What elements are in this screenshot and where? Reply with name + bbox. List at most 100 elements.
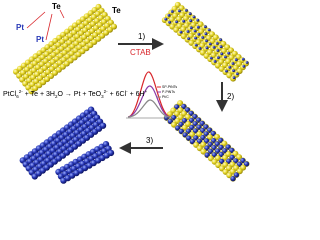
pt-dot [179, 30, 183, 34]
equation-part: + [145, 89, 148, 94]
te-sphere [111, 23, 117, 30]
legend-label: SP-PtNTs [162, 85, 177, 89]
ctab-label: CTAB [130, 48, 151, 57]
pt-dot [168, 20, 172, 24]
pt-dot [234, 58, 238, 62]
pt-dot [205, 46, 209, 50]
pt-sphere [178, 121, 184, 127]
pt-sphere [219, 158, 225, 164]
pt-sphere [188, 117, 195, 123]
pt-sphere [107, 149, 115, 157]
pt-sphere [207, 127, 213, 133]
pt-sphere [218, 137, 224, 143]
pt-sphere [233, 158, 239, 164]
pt-dot [225, 69, 228, 73]
pt-sphere [196, 124, 202, 130]
equation-part: → Pt + TeO [63, 91, 102, 98]
pt-dot [167, 13, 171, 17]
page: 1) CTAB 2) 3) Te Te Pt Pt SP-PtNTs P-PtN… [3, 1, 250, 184]
pt-dot [232, 76, 236, 79]
pt-sphere [192, 114, 198, 120]
pt-dot [220, 52, 224, 56]
pt-dot [164, 17, 168, 21]
pt-sphere [211, 145, 217, 151]
legend-label: Pt/C [162, 95, 169, 99]
pt-sphere [211, 152, 217, 158]
pt-sphere [181, 103, 187, 110]
pt-sphere [167, 118, 173, 124]
pt-sphere [189, 124, 195, 130]
pt-sphere [184, 107, 191, 113]
equation-part: O [57, 91, 63, 98]
pt-sphere [171, 115, 177, 121]
pt-sphere [181, 118, 187, 124]
pt-sphere [229, 147, 235, 153]
pt-dot [236, 72, 239, 76]
equation-part: + 6Cl [108, 91, 127, 98]
pt-dot [227, 51, 231, 55]
pt-sphere [189, 138, 195, 145]
equation-part: 2- [104, 89, 109, 94]
pt-sphere [192, 128, 199, 134]
te-sphere [230, 75, 237, 82]
pt-sphere [236, 161, 243, 167]
pt-label: Pt [36, 35, 44, 44]
pt-dot [186, 30, 190, 33]
pt-sphere [208, 148, 214, 154]
pt-sphere [199, 120, 205, 126]
pt-dot [228, 65, 232, 69]
step-label: 2) [227, 92, 234, 101]
pt-dot [232, 69, 236, 72]
pt-dot [170, 10, 174, 13]
pt-sphere [207, 141, 213, 147]
pt-dot [189, 19, 193, 23]
legend-label: P-PtNTs [162, 90, 175, 94]
pt-dot [231, 62, 235, 65]
equation: PtCl62- + Te + 3H2O → Pt + TeO32- + 6Cl-… [3, 89, 148, 99]
pt-label: Pt [16, 23, 24, 32]
pt-sphere [204, 152, 210, 158]
pt-dot [185, 9, 188, 12]
equation-part: - [126, 89, 128, 94]
pt-sphere [211, 138, 217, 144]
pt-sphere [222, 148, 228, 154]
diagram: 1) CTAB 2) 3) Te Te Pt Pt SP-PtNTs P-PtN… [3, 1, 250, 184]
pt-dot [241, 57, 245, 61]
pt-sphere [230, 176, 236, 182]
pt-sphere [174, 104, 180, 110]
pt-sphere [175, 125, 181, 131]
pt-dot [194, 36, 198, 40]
mini-plot [126, 71, 172, 119]
pt-dot [242, 64, 246, 68]
pt-dot [217, 56, 220, 59]
pt-sphere [192, 121, 198, 127]
pt-dot [196, 25, 200, 29]
pt-dot [192, 15, 196, 19]
equation-part: 2- [19, 89, 24, 94]
pt-dot [204, 25, 207, 29]
pt-dot [182, 19, 186, 23]
pt-sphere [240, 157, 246, 164]
structures [13, 1, 250, 184]
pt-sphere [193, 135, 199, 141]
pt-sphere [99, 122, 107, 129]
pt-dot [194, 43, 198, 47]
pt-sphere [200, 134, 206, 141]
pt-dot [198, 47, 202, 50]
pt-sphere [196, 138, 203, 144]
pt-dot [196, 18, 200, 22]
pt-sphere [200, 127, 206, 134]
pt-sphere [203, 131, 209, 137]
pt-dot [219, 45, 223, 49]
pt-dot [219, 38, 223, 42]
te-label: Te [52, 2, 61, 11]
pt-dot [178, 9, 181, 13]
pt-sphere [226, 158, 232, 164]
pt-sphere [214, 141, 220, 147]
step-label: 3) [146, 136, 153, 145]
pt-dot [224, 55, 227, 59]
pt-dot [193, 29, 197, 33]
pt-sphere [186, 135, 192, 141]
pt-sphere [210, 130, 216, 137]
pt-sphere [188, 110, 194, 116]
